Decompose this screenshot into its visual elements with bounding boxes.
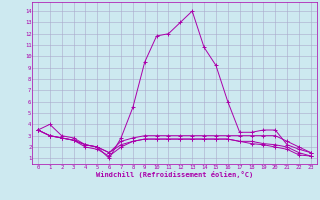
X-axis label: Windchill (Refroidissement éolien,°C): Windchill (Refroidissement éolien,°C) — [96, 171, 253, 178]
